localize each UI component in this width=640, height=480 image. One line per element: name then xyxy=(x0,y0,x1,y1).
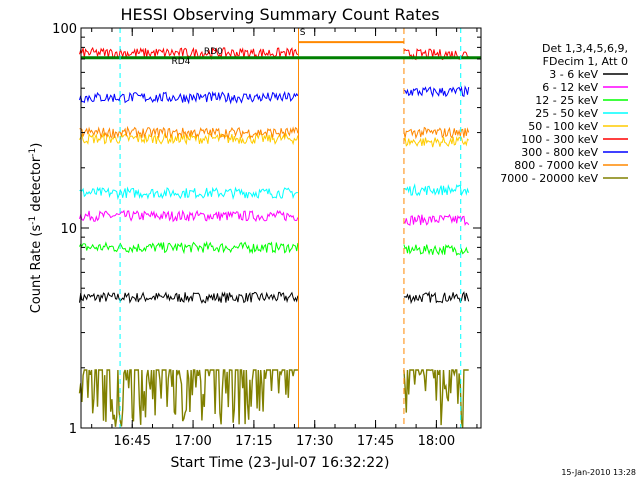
series-0-segment-0 xyxy=(79,291,299,304)
footer-timestamp: 15-Jan-2010 13:28 xyxy=(561,468,636,477)
series-2-segment-1 xyxy=(403,243,469,256)
legend: Det 1,3,4,5,6,9,FDecim 1, Att 03 - 6 keV… xyxy=(500,42,628,185)
series-3-segment-0 xyxy=(79,186,298,201)
y-tick-label-1: 10 xyxy=(60,222,77,237)
series-4-segment-1 xyxy=(403,136,470,148)
legend-label-0: 3 - 6 keV xyxy=(549,68,598,81)
x-tick-label-3: 17:30 xyxy=(296,434,333,449)
series-7-segment-1 xyxy=(403,126,470,140)
legend-label-8: 7000 - 20000 keV xyxy=(500,172,598,185)
annotation-s: S xyxy=(300,28,306,38)
series-8-segment-0 xyxy=(78,369,298,427)
series-5-segment-0 xyxy=(79,46,299,61)
x-tick-label-2: 17:15 xyxy=(235,434,272,449)
legend-label-4: 50 - 100 keV xyxy=(528,120,598,133)
x-axis-label: Start Time (23-Jul-07 16:32:22) xyxy=(170,455,389,471)
x-tick-label-4: 17:45 xyxy=(357,434,394,449)
y-tick-label-0: 1 xyxy=(69,422,77,437)
series-6-segment-1 xyxy=(403,85,470,98)
series-1-segment-0 xyxy=(79,209,299,223)
y-axis-label: Count Rate (s-1 detector-1) xyxy=(28,143,44,314)
legend-label-3: 25 - 50 keV xyxy=(535,107,598,120)
x-tick-label-0: 16:45 xyxy=(113,434,150,449)
legend-header-1: FDecim 1, Att 0 xyxy=(543,55,628,68)
x-tick-label-1: 17:00 xyxy=(174,434,211,449)
chart-title: HESSI Observing Summary Count Rates xyxy=(120,5,439,24)
legend-label-1: 6 - 12 keV xyxy=(542,81,598,94)
series-8-segment-1 xyxy=(403,369,469,428)
legend-label-2: 12 - 25 keV xyxy=(535,94,598,107)
y-tick-label-2: 100 xyxy=(52,22,77,37)
x-tick-label-5: 18:00 xyxy=(418,434,455,449)
plot-frame xyxy=(80,27,482,429)
series-1-segment-1 xyxy=(403,213,470,227)
legend-label-5: 100 - 300 keV xyxy=(521,133,598,146)
annotation-rd0: RD0 xyxy=(204,47,223,57)
annotation-rd4: RD4 xyxy=(171,57,190,67)
series-6-segment-0 xyxy=(79,90,299,105)
axis-ticks: 16:45 17:00 17:15 17:30 17:45 18:00 1 10 100 xyxy=(52,22,481,449)
series-0-segment-1 xyxy=(403,290,470,305)
legend-label-7: 800 - 7000 keV xyxy=(514,159,598,172)
series-2-segment-0 xyxy=(79,240,299,255)
legend-label-6: 300 - 800 keV xyxy=(521,146,598,159)
legend-header-0: Det 1,3,4,5,6,9, xyxy=(542,42,628,55)
series-7-segment-0 xyxy=(79,125,299,140)
series-3-segment-1 xyxy=(403,183,470,197)
